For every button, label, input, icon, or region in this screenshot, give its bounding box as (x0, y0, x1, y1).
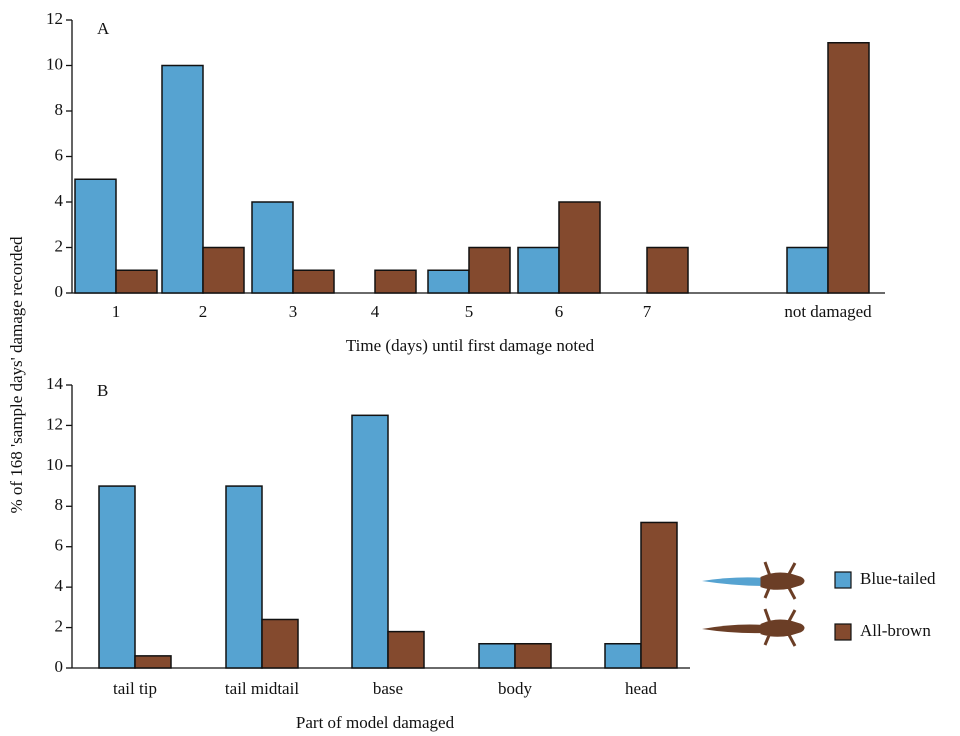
y-axis-label: % of 168 'sample days' damage recorded (7, 236, 26, 514)
bar (99, 486, 135, 668)
legend-label: Blue-tailed (860, 569, 936, 588)
y-tick-label: 14 (46, 374, 64, 393)
bar (116, 270, 157, 293)
x-tick-label: 3 (289, 302, 298, 321)
bar (787, 248, 828, 294)
y-tick-label: 8 (55, 495, 64, 514)
bar (469, 248, 510, 294)
x-tick-label: head (625, 679, 658, 698)
y-tick-label: 6 (55, 536, 64, 555)
bar (828, 43, 869, 293)
x-tick-label: 7 (643, 302, 652, 321)
bar (352, 415, 388, 668)
bar (518, 248, 559, 294)
bar (203, 248, 244, 294)
x-tick-label: body (498, 679, 533, 698)
bar (388, 632, 424, 668)
x-tick-label: 4 (371, 302, 380, 321)
x-axis-label: Time (days) until first damage noted (346, 336, 595, 355)
y-tick-label: 12 (46, 414, 63, 433)
bar (252, 202, 293, 293)
x-tick-label: 1 (112, 302, 121, 321)
bar (262, 619, 298, 668)
legend-label: All-brown (860, 621, 931, 640)
y-tick-label: 0 (55, 282, 64, 301)
figure: A B Time (days) until first damage noted… (0, 0, 960, 736)
lizard-icon-blue (702, 562, 803, 599)
bar (515, 644, 551, 668)
bar (641, 522, 677, 668)
y-tick-label: 12 (46, 9, 63, 28)
y-tick-label: 10 (46, 455, 63, 474)
x-tick-label: not damaged (784, 302, 872, 321)
bar (162, 66, 203, 294)
bar (605, 644, 641, 668)
y-tick-label: 10 (46, 54, 63, 73)
x-tick-label: 2 (199, 302, 208, 321)
bar (75, 179, 116, 293)
bar (293, 270, 334, 293)
x-axis-label: Part of model damaged (296, 713, 455, 732)
bar (226, 486, 262, 668)
panel-label: B (97, 381, 108, 400)
x-tick-label: 5 (465, 302, 474, 321)
y-tick-label: 0 (55, 657, 64, 676)
x-tick-label: tail tip (113, 679, 157, 698)
bar (647, 248, 688, 294)
x-tick-label: base (373, 679, 403, 698)
bar (428, 270, 469, 293)
lizard-icon-brown (702, 609, 803, 646)
legend-swatch (835, 572, 851, 588)
y-tick-label: 6 (55, 145, 64, 164)
bar (135, 656, 171, 668)
bar (375, 270, 416, 293)
y-tick-label: 4 (55, 576, 64, 595)
y-tick-label: 4 (55, 191, 64, 210)
bar (559, 202, 600, 293)
bar (479, 644, 515, 668)
y-tick-label: 2 (55, 616, 64, 635)
x-tick-label: tail midtail (225, 679, 299, 698)
x-tick-label: 6 (555, 302, 564, 321)
panel-label: A (97, 19, 110, 38)
y-tick-label: 8 (55, 100, 64, 119)
legend-swatch (835, 624, 851, 640)
y-tick-label: 2 (55, 236, 64, 255)
